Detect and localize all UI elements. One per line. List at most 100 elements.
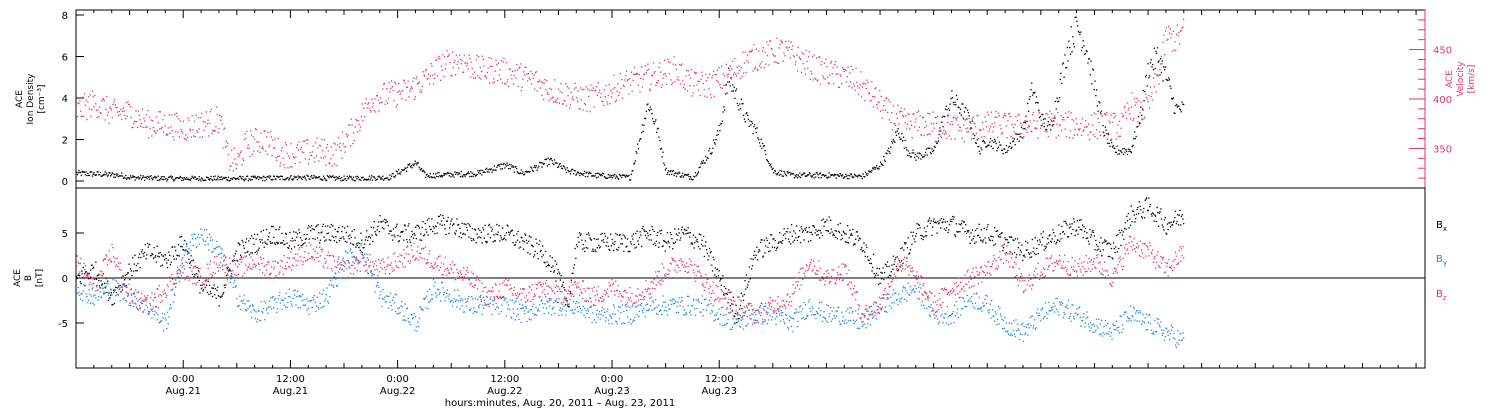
data-point [614, 241, 616, 243]
data-point [111, 172, 113, 174]
data-point [140, 125, 142, 128]
data-point [149, 304, 152, 307]
data-point [123, 176, 125, 179]
data-point [185, 178, 187, 181]
data-point [951, 97, 954, 99]
data-point [412, 237, 415, 239]
data-point [825, 58, 827, 60]
data-point [610, 233, 612, 235]
data-point [146, 254, 148, 256]
data-point [976, 115, 978, 117]
data-point [301, 239, 303, 241]
data-point [1066, 116, 1068, 119]
data-point [519, 63, 522, 65]
data-point [387, 102, 389, 104]
data-point [1107, 138, 1109, 140]
data-point [106, 291, 108, 294]
data-point [106, 282, 108, 284]
data-point [192, 176, 194, 179]
data-point [641, 227, 643, 230]
data-point [337, 177, 340, 180]
data-point [255, 238, 257, 240]
data-point [1039, 239, 1041, 241]
data-point [1130, 118, 1132, 120]
data-point [87, 101, 89, 103]
data-point [469, 309, 471, 312]
data-point [488, 224, 490, 227]
data-point [1026, 120, 1028, 122]
data-point [122, 177, 124, 180]
data-point [658, 66, 660, 69]
data-point [161, 178, 163, 180]
data-point [246, 251, 248, 253]
data-point [834, 230, 836, 232]
data-point [717, 268, 719, 270]
data-point [508, 85, 510, 88]
data-point [523, 174, 525, 176]
data-point [378, 297, 381, 299]
data-point [77, 172, 79, 174]
data-point [996, 116, 998, 118]
data-point [473, 307, 475, 309]
data-point [765, 237, 768, 239]
data-point [293, 294, 296, 296]
data-point [999, 124, 1001, 126]
data-point [326, 232, 328, 235]
data-point [96, 171, 98, 173]
data-point [1027, 127, 1029, 129]
data-point [917, 152, 919, 154]
data-point [768, 242, 770, 244]
data-point [141, 251, 143, 253]
data-point [471, 296, 473, 298]
data-point [877, 101, 879, 103]
data-point [268, 300, 271, 302]
data-point [503, 162, 505, 165]
data-point [138, 114, 140, 117]
data-point [403, 239, 405, 241]
data-point [652, 75, 654, 77]
data-point [960, 114, 962, 116]
data-point [283, 244, 285, 246]
data-point [449, 301, 451, 303]
data-point [1047, 242, 1050, 244]
data-point [559, 162, 561, 165]
data-point [338, 146, 340, 148]
data-point [228, 268, 231, 270]
data-point [156, 129, 158, 132]
data-point [751, 122, 754, 125]
data-point [838, 86, 841, 88]
data-point [144, 244, 146, 246]
data-point [618, 94, 620, 96]
data-point [98, 285, 101, 287]
data-point [567, 305, 569, 307]
data-point [324, 178, 326, 180]
data-point [592, 87, 594, 89]
data-point [416, 164, 418, 166]
data-point [235, 178, 237, 180]
data-point [853, 85, 856, 87]
data-point [251, 304, 254, 306]
data-point [891, 142, 894, 144]
data-point [264, 241, 266, 243]
data-point [909, 152, 911, 154]
data-point [415, 326, 417, 328]
data-point [374, 231, 376, 233]
data-point [471, 298, 474, 300]
data-point [147, 110, 149, 112]
data-point [207, 119, 209, 121]
data-point [920, 234, 922, 237]
data-point [551, 97, 553, 99]
data-point [234, 279, 236, 282]
data-point [272, 178, 274, 181]
data-point [284, 297, 286, 299]
data-point [249, 305, 251, 307]
data-point [961, 220, 963, 222]
data-point [511, 317, 513, 319]
data-point [959, 126, 961, 128]
data-point [785, 175, 788, 177]
data-point [925, 148, 928, 150]
data-point [770, 40, 772, 42]
data-point [575, 174, 577, 176]
data-point [754, 128, 757, 130]
data-point [807, 231, 809, 233]
